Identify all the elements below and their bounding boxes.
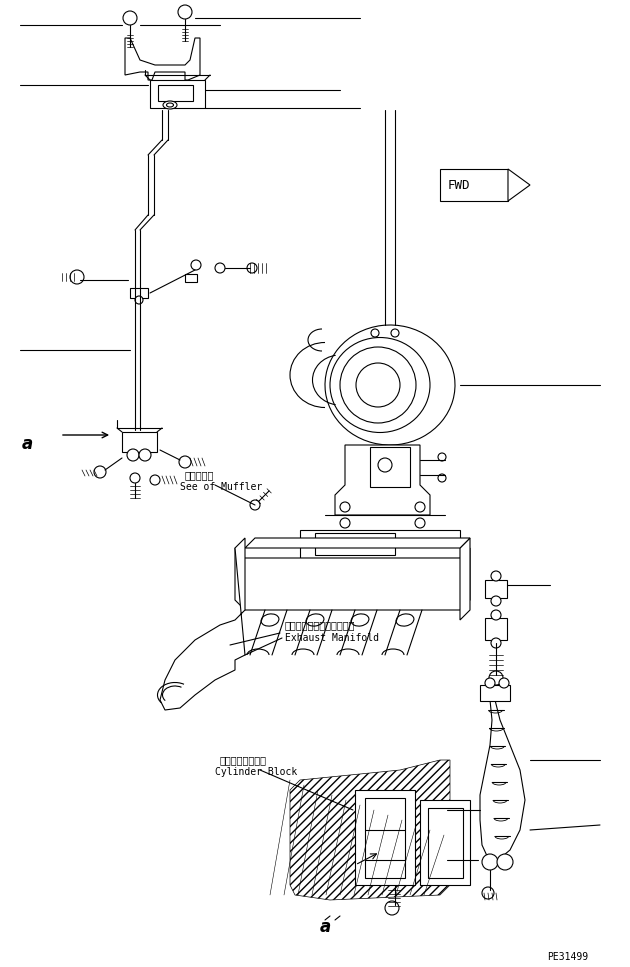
Text: Exhaust Manifold: Exhaust Manifold (285, 633, 379, 643)
Circle shape (247, 263, 257, 273)
Ellipse shape (261, 614, 279, 626)
Circle shape (499, 678, 509, 688)
Circle shape (438, 453, 446, 461)
Circle shape (150, 475, 160, 485)
Text: See of Muffler: See of Muffler (180, 482, 262, 492)
Bar (370, 447, 410, 487)
Polygon shape (235, 548, 470, 610)
Text: a: a (320, 918, 331, 936)
Polygon shape (460, 538, 470, 620)
Circle shape (191, 260, 201, 270)
Ellipse shape (163, 101, 177, 109)
Ellipse shape (396, 614, 414, 626)
Polygon shape (480, 700, 525, 860)
Polygon shape (160, 538, 245, 710)
Circle shape (482, 854, 498, 870)
Polygon shape (335, 445, 430, 515)
Circle shape (94, 466, 106, 478)
Circle shape (340, 502, 350, 512)
Ellipse shape (166, 103, 173, 107)
Bar (440, 169, 508, 201)
Circle shape (385, 901, 399, 915)
Bar (485, 580, 507, 598)
Polygon shape (245, 538, 470, 548)
Circle shape (415, 502, 425, 512)
Circle shape (139, 449, 151, 461)
Bar (355, 790, 415, 885)
Bar (315, 533, 395, 555)
Circle shape (485, 678, 495, 688)
Circle shape (179, 456, 191, 468)
Circle shape (70, 270, 84, 284)
Circle shape (491, 638, 501, 648)
Circle shape (123, 11, 137, 25)
Bar (150, 80, 205, 108)
Bar (300, 530, 460, 558)
Text: シリンダブロック: シリンダブロック (220, 755, 267, 765)
Circle shape (250, 500, 260, 510)
Polygon shape (290, 760, 450, 900)
Circle shape (130, 473, 140, 483)
Bar (158, 85, 193, 101)
Circle shape (497, 854, 513, 870)
Text: a: a (22, 435, 33, 453)
Polygon shape (125, 38, 200, 80)
Text: Cylinder Block: Cylinder Block (215, 767, 297, 777)
Circle shape (491, 610, 501, 620)
Circle shape (482, 887, 494, 899)
Circle shape (356, 363, 400, 407)
Text: エキゾーストマニホールド: エキゾーストマニホールド (285, 620, 355, 630)
Text: マフラ参照: マフラ参照 (185, 470, 214, 480)
Bar (122, 432, 157, 452)
Bar (428, 808, 463, 878)
Circle shape (438, 474, 446, 482)
Circle shape (391, 329, 399, 337)
Circle shape (178, 5, 192, 19)
Circle shape (489, 671, 503, 685)
Text: PE31499: PE31499 (547, 952, 588, 962)
Text: FWD: FWD (448, 179, 471, 192)
Circle shape (340, 347, 416, 423)
Circle shape (135, 296, 143, 304)
Circle shape (340, 518, 350, 528)
Bar (480, 685, 510, 701)
Bar (130, 288, 148, 298)
Bar (420, 800, 470, 885)
Bar (185, 274, 197, 282)
Circle shape (491, 571, 501, 581)
Circle shape (415, 518, 425, 528)
Circle shape (378, 458, 392, 472)
Bar (485, 618, 507, 640)
Circle shape (215, 263, 225, 273)
Circle shape (371, 329, 379, 337)
Circle shape (491, 596, 501, 606)
Polygon shape (508, 169, 530, 201)
Ellipse shape (351, 614, 369, 626)
Ellipse shape (306, 614, 324, 626)
Bar (365, 798, 405, 878)
Circle shape (127, 449, 139, 461)
